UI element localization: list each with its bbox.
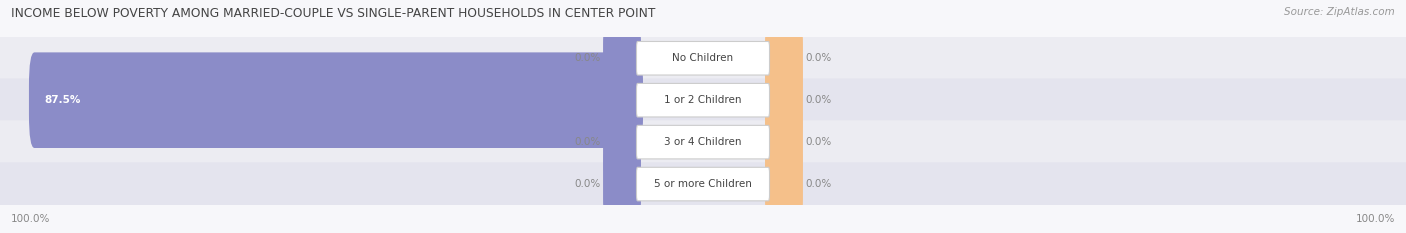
Text: 3 or 4 Children: 3 or 4 Children [664, 137, 742, 147]
FancyBboxPatch shape [637, 41, 769, 75]
Text: 1 or 2 Children: 1 or 2 Children [664, 95, 742, 105]
FancyBboxPatch shape [637, 125, 769, 159]
Text: Source: ZipAtlas.com: Source: ZipAtlas.com [1284, 7, 1395, 17]
FancyBboxPatch shape [765, 149, 803, 219]
Text: 0.0%: 0.0% [806, 137, 831, 147]
FancyBboxPatch shape [0, 36, 1406, 80]
FancyBboxPatch shape [637, 83, 769, 117]
Text: 0.0%: 0.0% [575, 179, 600, 189]
Text: 100.0%: 100.0% [1355, 214, 1395, 224]
Text: 0.0%: 0.0% [806, 53, 831, 63]
FancyBboxPatch shape [765, 65, 803, 135]
FancyBboxPatch shape [765, 23, 803, 93]
FancyBboxPatch shape [765, 107, 803, 177]
Text: 0.0%: 0.0% [575, 53, 600, 63]
Text: 87.5%: 87.5% [45, 95, 82, 105]
Text: 0.0%: 0.0% [575, 137, 600, 147]
FancyBboxPatch shape [0, 120, 1406, 164]
Text: 5 or more Children: 5 or more Children [654, 179, 752, 189]
FancyBboxPatch shape [603, 107, 641, 177]
Text: 100.0%: 100.0% [11, 214, 51, 224]
Text: No Children: No Children [672, 53, 734, 63]
Text: INCOME BELOW POVERTY AMONG MARRIED-COUPLE VS SINGLE-PARENT HOUSEHOLDS IN CENTER : INCOME BELOW POVERTY AMONG MARRIED-COUPL… [11, 7, 655, 20]
Text: 0.0%: 0.0% [806, 179, 831, 189]
FancyBboxPatch shape [30, 52, 643, 148]
FancyBboxPatch shape [603, 23, 641, 93]
FancyBboxPatch shape [637, 167, 769, 201]
FancyBboxPatch shape [0, 78, 1406, 122]
Text: 0.0%: 0.0% [806, 95, 831, 105]
FancyBboxPatch shape [603, 149, 641, 219]
FancyBboxPatch shape [0, 162, 1406, 206]
